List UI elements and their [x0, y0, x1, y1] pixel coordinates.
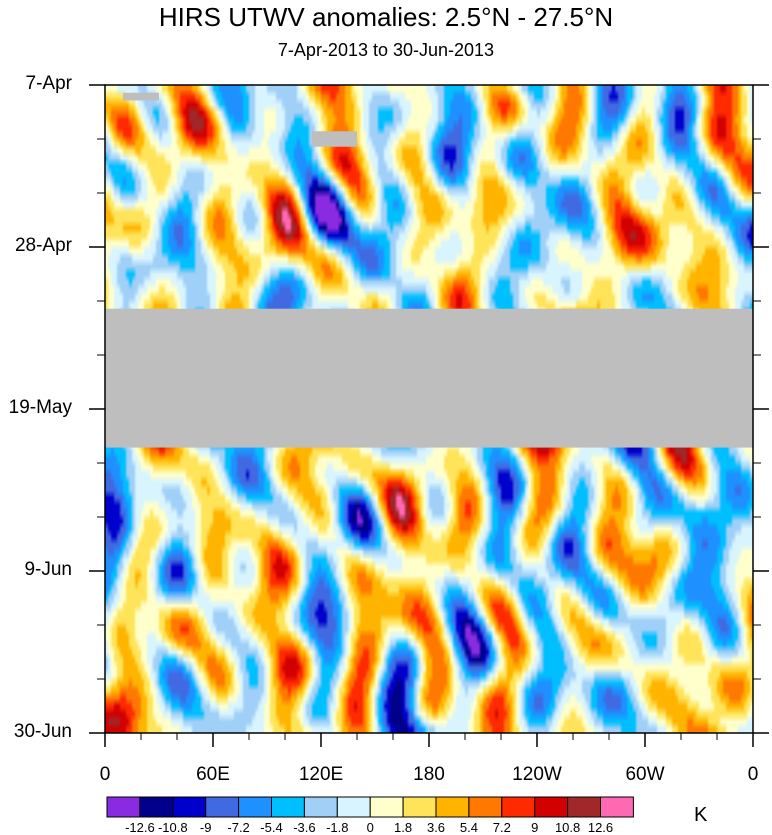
colorbar-label: 9 [531, 820, 539, 835]
missing-data-regions [105, 92, 753, 448]
axis-ticks [89, 84, 769, 747]
colorbar-swatch [271, 796, 305, 818]
colorbar-label: 3.6 [426, 820, 446, 835]
colorbar-swatch [172, 796, 207, 818]
colorbar-swatch [600, 796, 634, 818]
x-tick-label: 180 [413, 764, 445, 785]
x-tick-label: 120W [512, 764, 562, 785]
colorbar-swatch [468, 796, 503, 818]
missing-data-region [312, 131, 357, 147]
colorbar-swatch [534, 796, 569, 818]
colorbar-swatch [336, 796, 371, 818]
x-tick-label: 60E [196, 764, 230, 785]
colorbar-swatch [238, 796, 273, 818]
colorbar-label: 0 [366, 820, 374, 835]
y-tick-label: 28-Apr [14, 235, 72, 256]
colorbar-label: -5.4 [260, 820, 283, 835]
colorbar-label: 10.8 [554, 820, 581, 835]
y-tick-label: 30-Jun [13, 721, 72, 742]
x-tick-label: 60W [625, 764, 665, 785]
colorbar-label: -7.2 [227, 820, 250, 835]
x-tick-label: 0 [747, 764, 759, 785]
colorbar-label: -9 [199, 820, 212, 835]
colorbar-label: 12.6 [587, 820, 614, 835]
colorbar-swatch [139, 796, 174, 818]
chart-title: HIRS UTWV anomalies: 2.5°N - 27.5°N [158, 2, 614, 32]
colorbar-swatch [435, 796, 470, 818]
colorbar-swatch [501, 796, 536, 818]
colorbar-swatch [567, 796, 601, 818]
colorbar-label: 7.2 [492, 820, 511, 835]
colorbar-label: 5.4 [459, 820, 478, 835]
colorbar-label: 1.8 [394, 820, 413, 835]
colorbar-swatch [402, 796, 437, 818]
colorbar-swatch [205, 796, 240, 818]
colorbar-label: -10.8 [157, 820, 188, 835]
missing-data-region [123, 92, 159, 101]
colorbar-label: -12.6 [125, 820, 155, 835]
colorbar [106, 796, 634, 818]
colorbar-label: -3.6 [293, 820, 316, 835]
y-tick-label: 9-Jun [24, 559, 72, 580]
x-tick-label: 120E [298, 764, 344, 785]
colorbar-swatch [303, 796, 338, 818]
missing-data-region [105, 308, 753, 448]
y-tick-label: 7-Apr [25, 73, 72, 94]
y-tick-label: 19-May [8, 397, 72, 418]
x-tick-label: 0 [99, 764, 111, 785]
units-label: K [694, 804, 708, 826]
chart-subtitle: 7-Apr-2013 to 30-Jun-2013 [277, 40, 495, 60]
colorbar-swatch [369, 796, 404, 818]
colorbar-swatch [106, 796, 141, 818]
colorbar-label: -1.8 [326, 820, 349, 835]
